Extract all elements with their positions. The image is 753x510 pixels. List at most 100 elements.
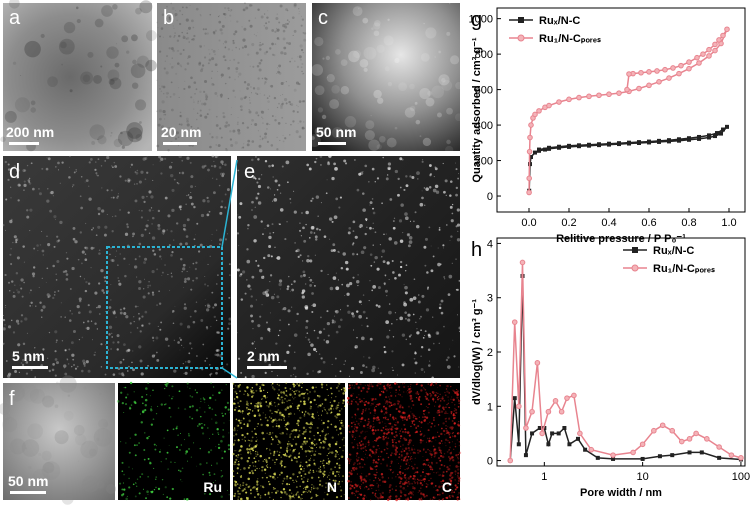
speck (447, 455, 450, 458)
speck (17, 352, 20, 354)
speck (454, 162, 457, 164)
speck (259, 135, 261, 137)
series-line (528, 126, 728, 191)
speck (254, 453, 257, 455)
speck (327, 458, 330, 460)
mapping-image (3, 383, 115, 500)
speck (428, 479, 430, 482)
speck (375, 465, 378, 468)
speck (150, 408, 152, 410)
speck (214, 29, 217, 32)
speck (83, 386, 87, 390)
speck (409, 83, 415, 90)
speck (344, 162, 348, 165)
speck (360, 418, 363, 421)
speck (140, 233, 144, 237)
speck (185, 450, 189, 453)
speck (249, 24, 253, 28)
speck (15, 319, 20, 323)
speck (248, 110, 252, 114)
speck (263, 135, 267, 139)
speck (356, 403, 360, 406)
speck (136, 327, 139, 329)
speck (297, 389, 299, 391)
speck (330, 423, 333, 426)
speck (376, 471, 378, 474)
speck (403, 302, 408, 307)
speck (117, 277, 119, 279)
speck (249, 465, 251, 467)
speck (189, 387, 191, 389)
speck (115, 43, 117, 45)
speck (216, 462, 218, 464)
speck (407, 313, 411, 317)
speck (420, 498, 423, 501)
speck (351, 491, 354, 495)
speck (170, 416, 172, 418)
speck (257, 410, 260, 412)
speck (12, 241, 14, 244)
speck (175, 427, 178, 430)
speck (310, 441, 313, 444)
speck (47, 187, 49, 190)
speck (367, 489, 368, 491)
speck (234, 30, 238, 34)
speck (261, 486, 264, 488)
speck (281, 101, 283, 103)
speck (445, 420, 447, 423)
speck (240, 453, 242, 455)
speck (414, 372, 416, 374)
speck (396, 473, 399, 476)
speck (393, 383, 396, 385)
speck (442, 464, 444, 466)
speck (429, 468, 432, 470)
speck (390, 404, 393, 407)
speck (407, 492, 410, 495)
speck (248, 3, 252, 7)
speck (117, 195, 119, 198)
speck (411, 176, 415, 180)
speck (404, 317, 407, 320)
speck (457, 177, 460, 180)
speck (127, 348, 131, 352)
speck (372, 425, 375, 428)
element-label: N (327, 479, 337, 495)
speck (251, 430, 253, 433)
speck (30, 162, 33, 165)
speck (319, 460, 322, 463)
speck (446, 468, 449, 471)
speck (181, 13, 184, 16)
speck (161, 125, 164, 129)
speck (389, 198, 393, 201)
speck (387, 167, 391, 171)
speck (311, 386, 315, 389)
speck (400, 454, 403, 458)
speck (264, 371, 267, 374)
speck (249, 102, 252, 104)
speck (222, 260, 224, 262)
speck (215, 124, 219, 127)
speck (455, 82, 463, 90)
speck (282, 37, 286, 41)
speck (16, 289, 18, 291)
speck (457, 461, 460, 464)
speck (356, 452, 359, 455)
speck (160, 157, 164, 161)
speck (427, 411, 430, 414)
speck (386, 137, 397, 148)
speck (283, 46, 287, 50)
speck (291, 288, 295, 292)
speck (377, 418, 380, 421)
speck (371, 487, 373, 490)
speck (361, 430, 364, 433)
speck (290, 283, 293, 286)
speck (336, 453, 338, 455)
speck (257, 114, 260, 117)
speck (54, 291, 56, 293)
speck (211, 233, 213, 235)
speck (177, 34, 181, 38)
speck (331, 321, 334, 324)
speck (240, 427, 243, 429)
speck (88, 161, 91, 164)
speck (326, 389, 328, 391)
